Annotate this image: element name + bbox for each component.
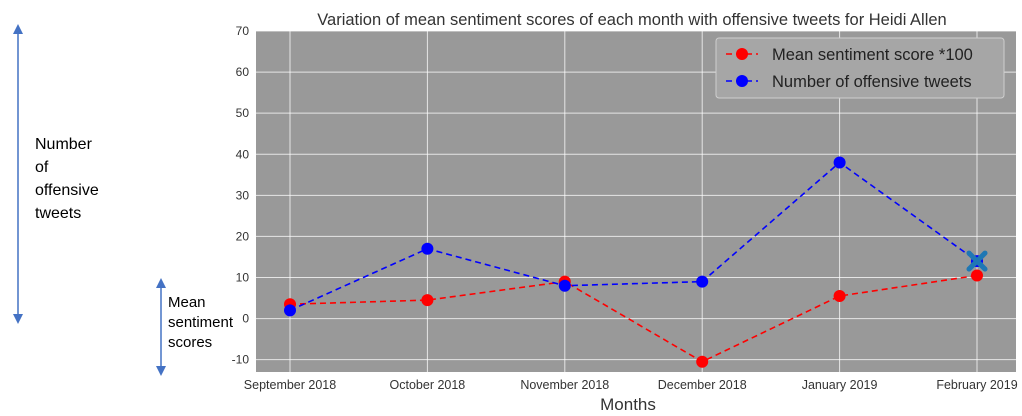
chart-title: Variation of mean sentiment scores of ea…	[317, 11, 946, 29]
x-axis-label: Months	[600, 395, 656, 414]
arrow-head-up	[13, 24, 23, 34]
legend-marker	[736, 75, 748, 87]
highlight-x-marker	[966, 250, 988, 272]
arrow-head-down	[156, 366, 166, 376]
series-line-1	[289, 274, 978, 363]
series-point-1	[971, 269, 983, 282]
series-point-2	[833, 156, 846, 169]
y-tick-label: -10	[232, 353, 250, 367]
y-tick-label: 60	[236, 65, 250, 79]
arrow-head-down	[13, 314, 23, 324]
y-tick-label: 30	[236, 188, 250, 202]
y-tick-label: 0	[242, 312, 249, 326]
x-tick-label: December 2018	[658, 378, 747, 392]
tweets-annotation-label: Number of offensive tweets	[35, 136, 99, 222]
series-point-1	[421, 294, 434, 307]
x-tick-label: February 2019	[936, 378, 1017, 392]
series-point-2	[284, 304, 296, 317]
y-tick-label: 20	[236, 229, 250, 243]
x-tick-label: September 2018	[244, 378, 336, 392]
series-point-1	[696, 355, 709, 368]
legend-marker	[736, 48, 748, 60]
x-tick-label: October 2018	[390, 378, 466, 392]
sentiment-annotation-label: Mean sentiment scores	[168, 294, 234, 351]
series-point-2	[421, 242, 434, 255]
y-tick-label: 50	[236, 106, 250, 120]
legend-box	[715, 37, 1005, 99]
legend-label: Number of offensive tweets	[772, 73, 972, 91]
series-line-2	[289, 161, 978, 312]
series-point-2	[696, 275, 709, 288]
x-tick-label: November 2018	[520, 378, 609, 392]
y-tick-label: 10	[236, 271, 250, 285]
x-tick-label: January 2019	[802, 378, 878, 392]
series-point-1	[833, 289, 846, 302]
legend-label: Mean sentiment score *100	[772, 46, 973, 64]
tweets-range-arrow	[13, 24, 23, 324]
series-point-2	[558, 279, 571, 292]
y-tick-label: 70	[236, 24, 250, 38]
highlight-x-stroke	[966, 250, 988, 272]
y-tick-label: 40	[236, 147, 250, 161]
arrow-head-up	[156, 278, 166, 288]
sentiment-range-arrow	[156, 278, 166, 376]
